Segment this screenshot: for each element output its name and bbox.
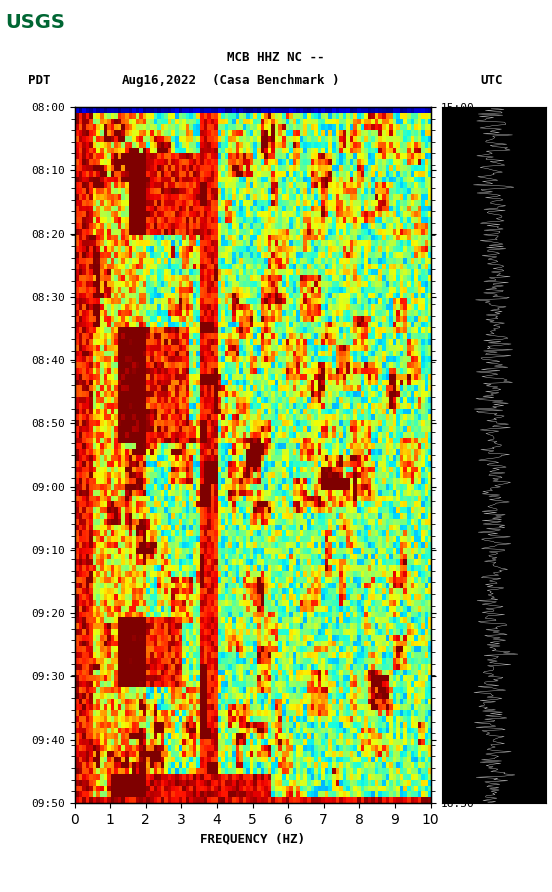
Text: MCB HHZ NC --: MCB HHZ NC -- <box>227 52 325 64</box>
Text: (Casa Benchmark ): (Casa Benchmark ) <box>213 74 339 87</box>
Text: PDT: PDT <box>28 74 50 87</box>
X-axis label: FREQUENCY (HZ): FREQUENCY (HZ) <box>200 832 305 845</box>
Text: UTC: UTC <box>480 74 503 87</box>
Text: USGS: USGS <box>6 12 65 32</box>
Text: Aug16,2022: Aug16,2022 <box>121 74 197 87</box>
